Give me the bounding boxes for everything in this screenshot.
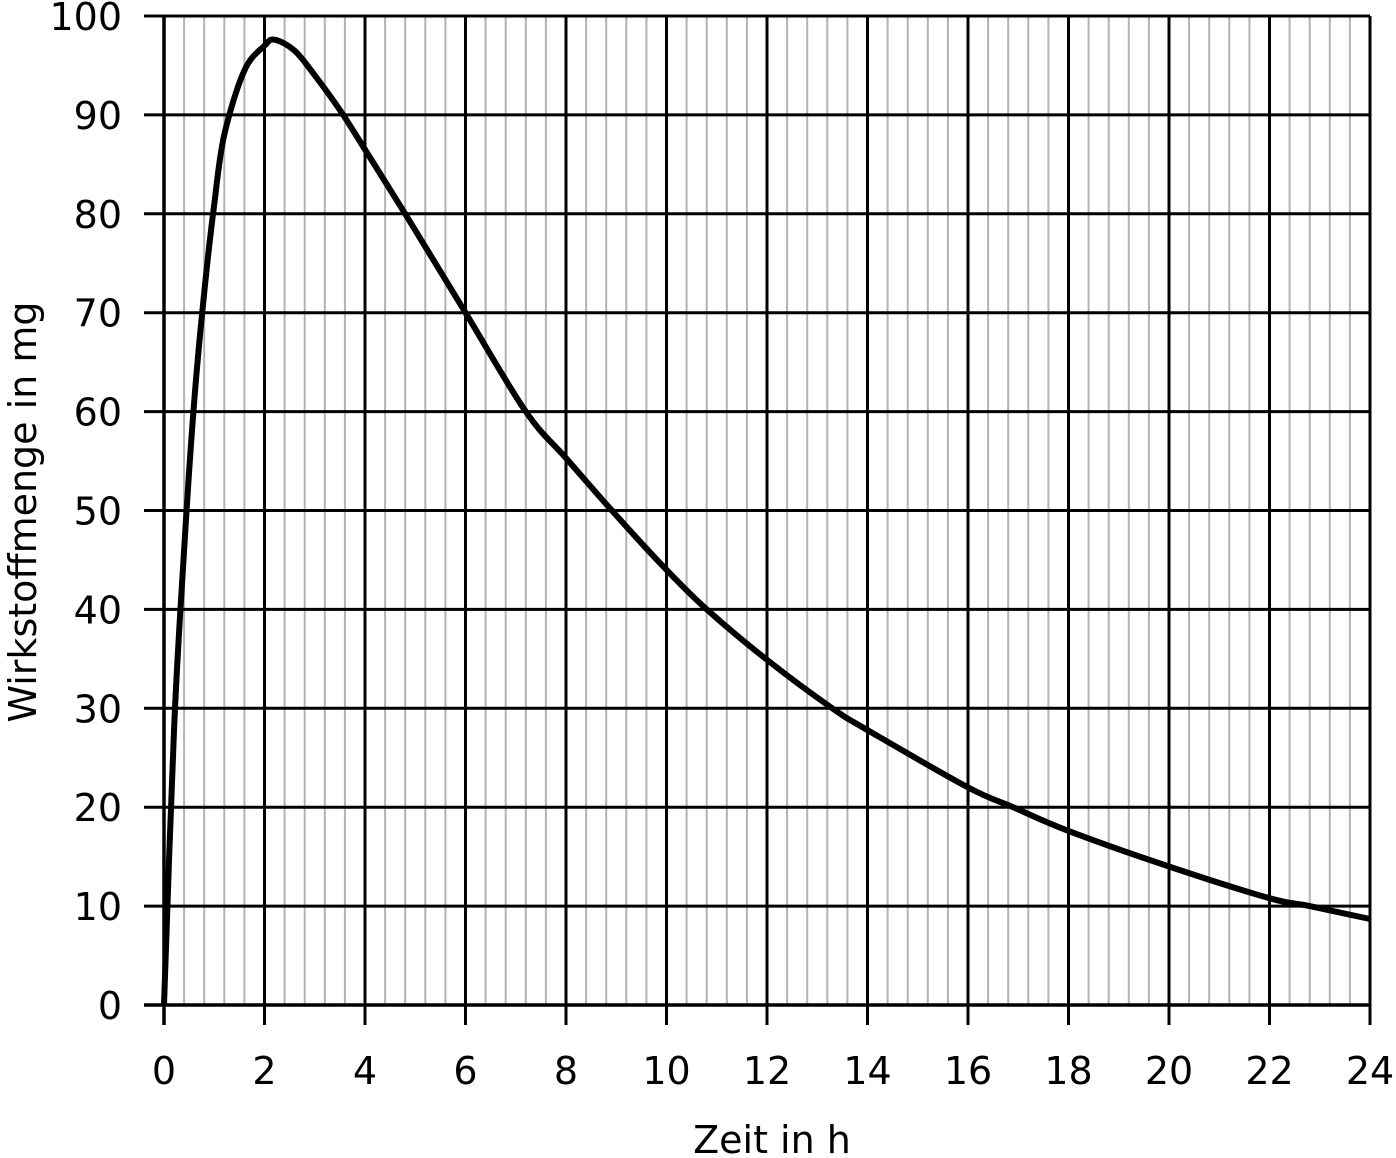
x-tick-label: 24 <box>1346 1049 1394 1093</box>
x-tick-label: 22 <box>1245 1049 1293 1093</box>
y-tick-label: 70 <box>74 292 122 336</box>
x-tick-label: 12 <box>743 1049 791 1093</box>
x-tick-label: 16 <box>944 1049 992 1093</box>
y-tick-label: 0 <box>98 984 122 1028</box>
x-axis-tick-labels: 0 2 4 6 8 10 12 14 16 18 20 22 24 <box>152 1049 1394 1093</box>
y-axis-tick-labels: 0 10 20 30 40 50 60 70 80 90 100 <box>49 0 122 1028</box>
y-tick-label: 80 <box>74 193 122 237</box>
x-tick-label: 2 <box>252 1049 276 1093</box>
y-tick-label: 60 <box>74 391 122 435</box>
x-tick-label: 6 <box>453 1049 477 1093</box>
x-tick-label: 14 <box>843 1049 891 1093</box>
axes <box>144 16 1370 1025</box>
x-tick-label: 10 <box>642 1049 690 1093</box>
y-tick-label: 50 <box>74 490 122 534</box>
x-axis-title: Zeit in h <box>693 1118 851 1158</box>
y-tick-label: 10 <box>74 885 122 929</box>
x-tick-label: 8 <box>554 1049 578 1093</box>
drug-amount-curve <box>161 36 1371 1006</box>
y-axis-title: Wirkstoffmenge in mg <box>1 302 45 723</box>
x-tick-label: 0 <box>152 1049 176 1093</box>
x-tick-label: 4 <box>353 1049 377 1093</box>
y-tick-label: 20 <box>74 786 122 830</box>
y-tick-label: 90 <box>74 94 122 138</box>
x-tick-label: 18 <box>1044 1049 1092 1093</box>
y-tick-label: 30 <box>74 687 122 731</box>
y-tick-label: 40 <box>74 588 122 632</box>
y-tick-label: 100 <box>49 0 122 39</box>
x-tick-label: 20 <box>1145 1049 1193 1093</box>
